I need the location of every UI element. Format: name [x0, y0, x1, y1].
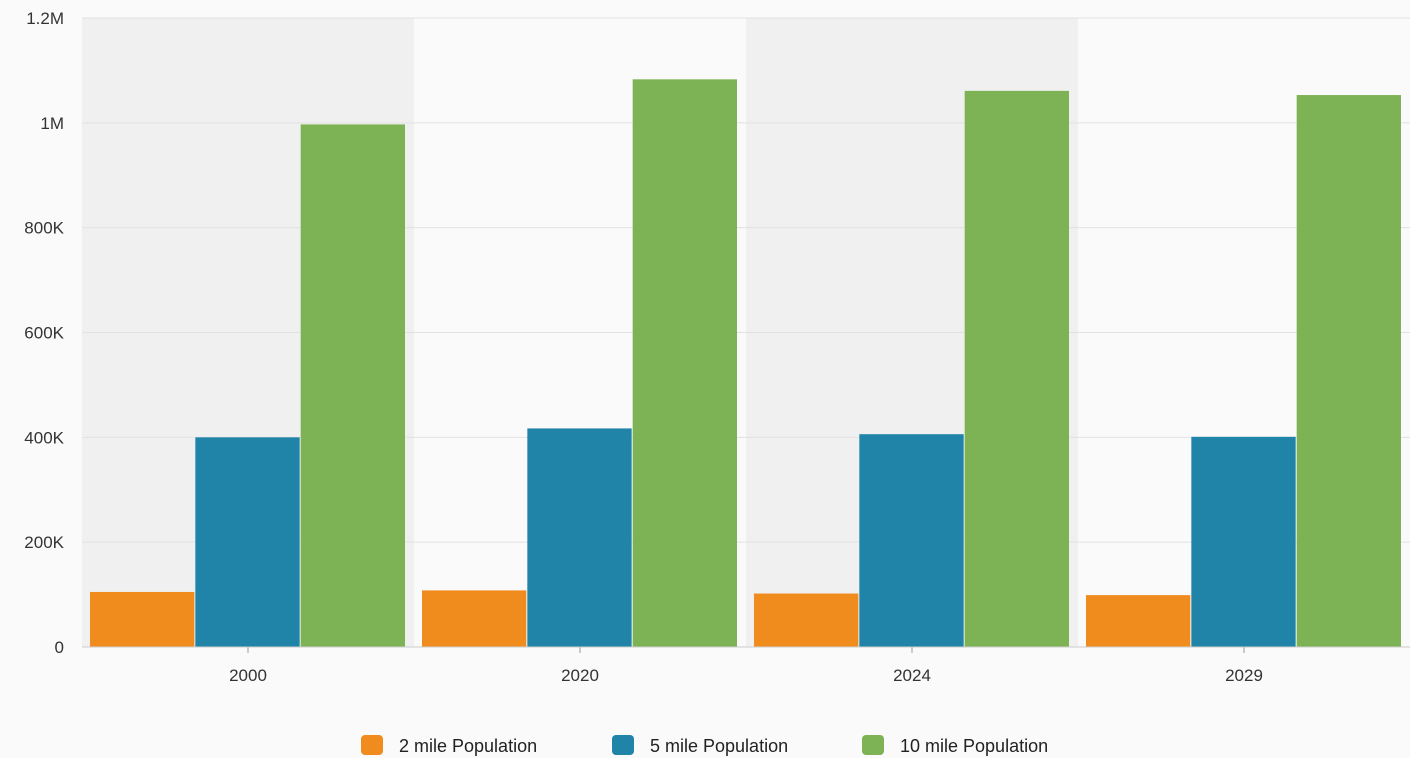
- axis-layer: 0 200K 400K 600K 800K 1M 1.2M 2000 2020 2024 2029: [24, 9, 1410, 685]
- bar-2029-series-1[interactable]: [1086, 595, 1191, 647]
- bar-2020-series-1[interactable]: [422, 590, 527, 647]
- bar-2000-series-3[interactable]: [300, 124, 405, 648]
- bar-2000-series-2[interactable]: [195, 437, 300, 647]
- y-tick-label-600K: 600K: [24, 324, 64, 343]
- x-tick-label-2029: 2029: [1225, 666, 1263, 685]
- x-tick-label-2024: 2024: [893, 666, 931, 685]
- y-tick-label-800K: 800K: [24, 219, 64, 238]
- legend-item-series-1[interactable]: 2 mile Population: [361, 735, 537, 756]
- bar-2024-series-2[interactable]: [859, 434, 964, 647]
- x-tick-label-2020: 2020: [561, 666, 599, 685]
- bar-2029-series-3[interactable]: [1296, 95, 1401, 648]
- legend-label-series-2: 5 mile Population: [650, 736, 788, 756]
- y-tick-label-400K: 400K: [24, 428, 64, 447]
- legend-item-series-3[interactable]: 10 mile Population: [862, 735, 1048, 756]
- legend: 2 mile Population 5 mile Population 10 mil…: [361, 735, 1048, 756]
- legend-swatch-series-3: [862, 735, 884, 755]
- bar-2020-series-2[interactable]: [527, 428, 632, 647]
- legend-label-series-3: 10 mile Population: [900, 736, 1048, 756]
- bar-2029-series-2[interactable]: [1191, 436, 1296, 647]
- x-tick-label-2000: 2000: [229, 666, 267, 685]
- legend-swatch-series-1: [361, 735, 383, 755]
- y-tick-label-0: 0: [55, 638, 64, 657]
- bar-2020-series-3[interactable]: [632, 79, 737, 647]
- bar-2024-series-1[interactable]: [754, 593, 859, 647]
- legend-label-series-1: 2 mile Population: [399, 736, 537, 756]
- bar-2000-series-1[interactable]: [90, 591, 195, 647]
- bars-layer: [90, 79, 1401, 648]
- y-tick-label-1.2M: 1.2M: [26, 9, 64, 28]
- legend-item-series-2[interactable]: 5 mile Population: [612, 735, 788, 756]
- y-tick-label-1M: 1M: [40, 114, 64, 133]
- legend-swatch-series-2: [612, 735, 634, 755]
- bar-2024-series-3[interactable]: [964, 90, 1069, 647]
- y-tick-label-200K: 200K: [24, 533, 64, 552]
